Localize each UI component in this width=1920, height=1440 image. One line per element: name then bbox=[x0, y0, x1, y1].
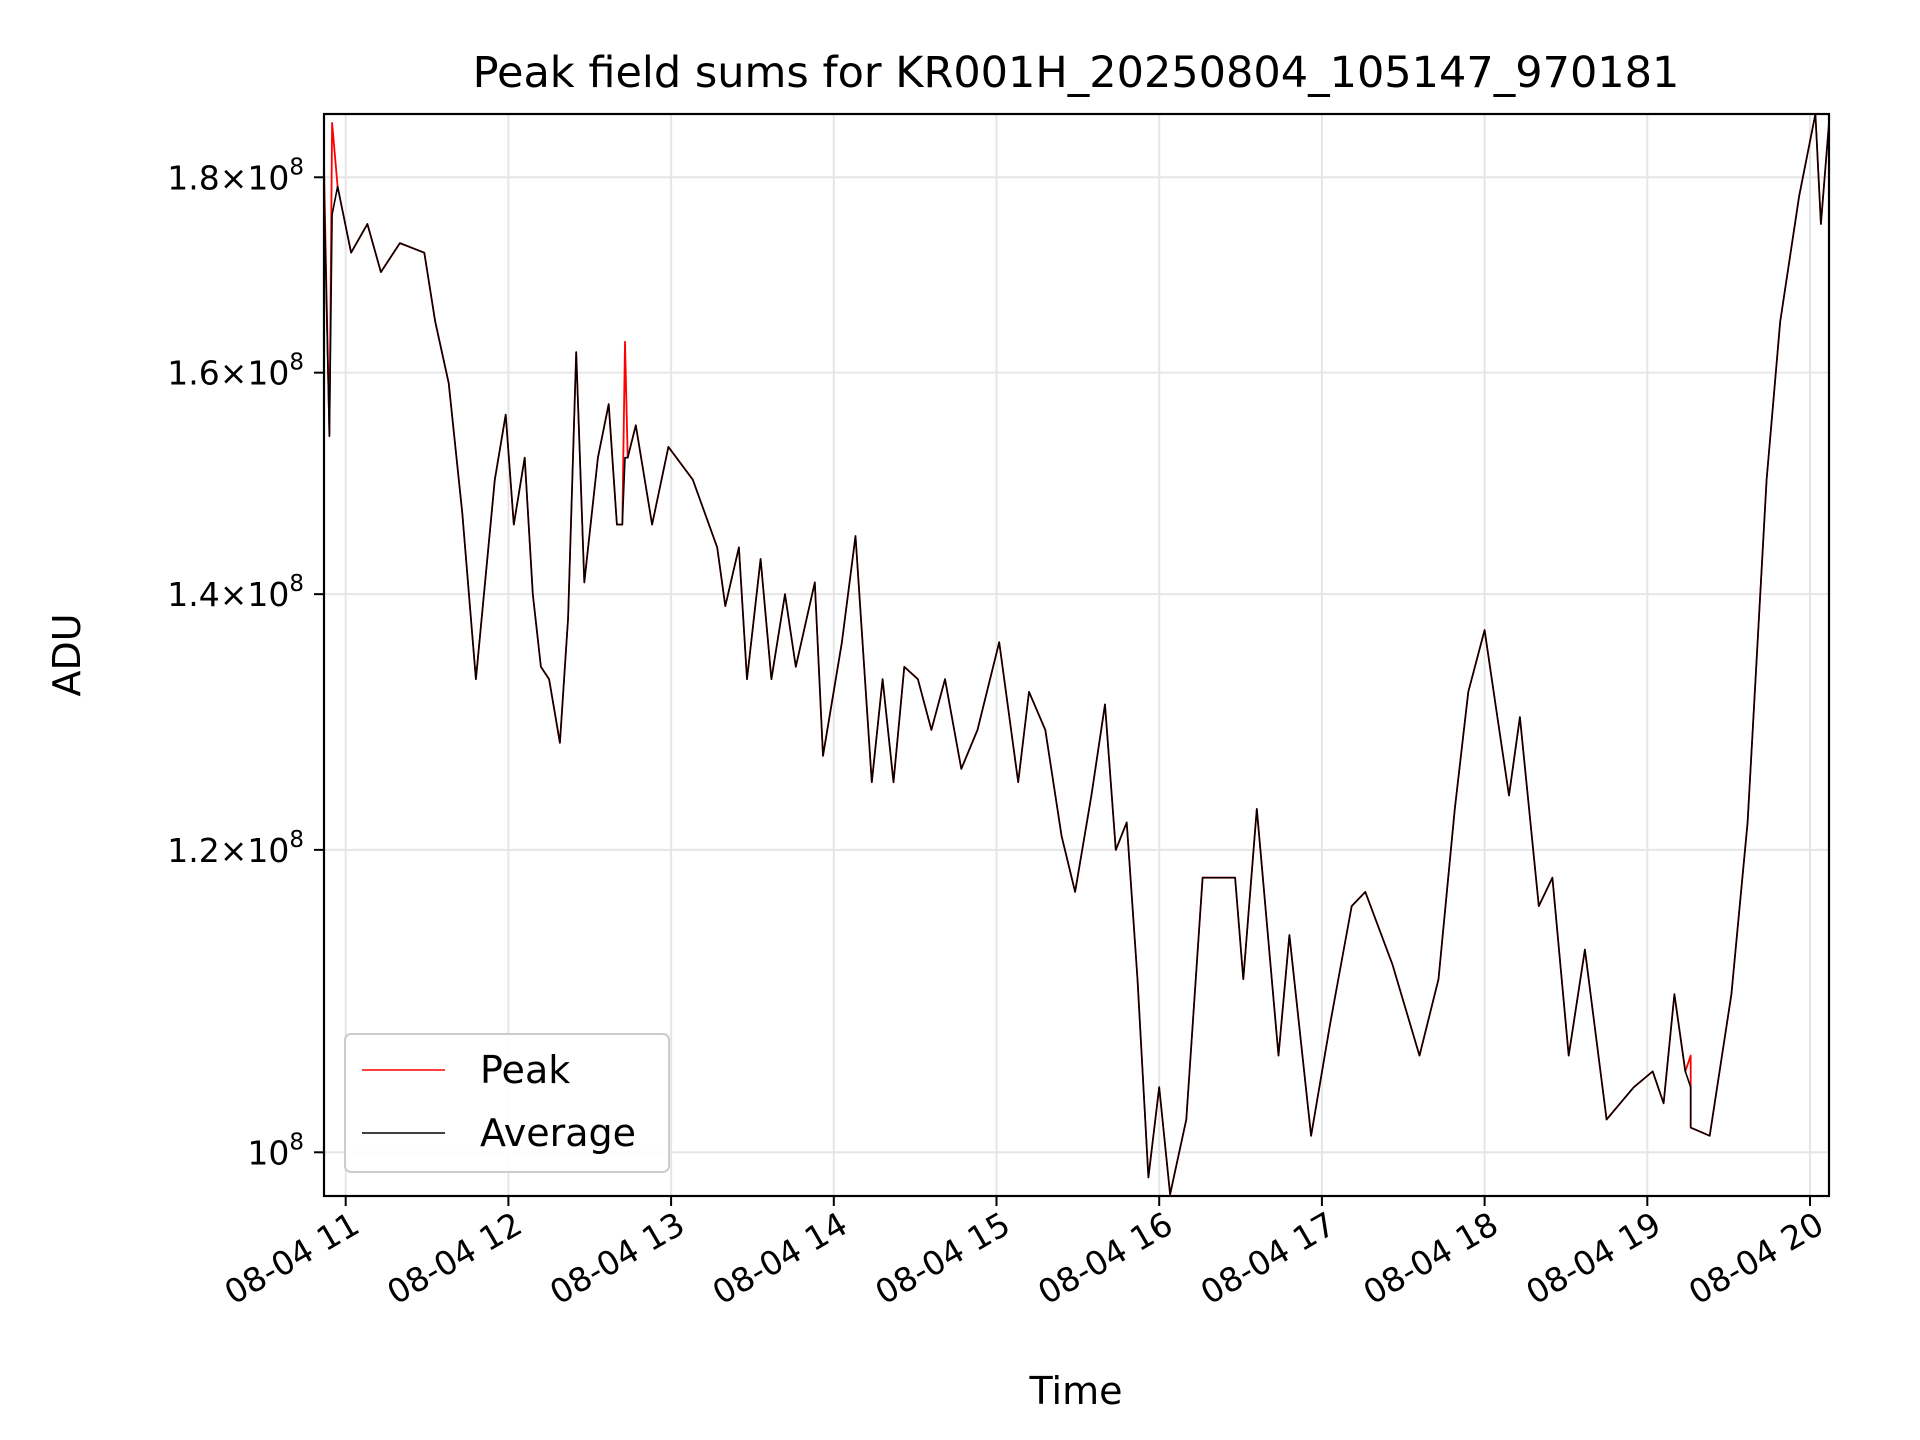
y-tick-label: 1.6×108 bbox=[167, 350, 304, 393]
y-tick-label: 108 bbox=[247, 1129, 304, 1172]
x-axis-label: Time bbox=[1029, 1369, 1123, 1413]
y-tick-label: 1.4×108 bbox=[167, 571, 304, 614]
chart-title: Peak field sums for KR001H_20250804_1051… bbox=[473, 48, 1680, 98]
legend-average-label: Average bbox=[480, 1111, 636, 1155]
y-axis: 108 1.2×108 1.4×108 1.6×108 1.8×108 bbox=[167, 154, 324, 1172]
grid bbox=[324, 114, 1829, 1196]
legend-peak-label: Peak bbox=[480, 1048, 570, 1092]
y-axis-label: ADU bbox=[45, 613, 89, 696]
y-tick-label: 1.8×108 bbox=[167, 154, 304, 197]
y-tick-label: 1.2×108 bbox=[167, 827, 304, 870]
legend: Peak Average bbox=[344, 1033, 670, 1173]
legend-box bbox=[344, 1033, 670, 1173]
series-layer bbox=[323, 113, 1830, 1196]
series-line-average bbox=[323, 113, 1830, 1196]
plot-frame bbox=[322, 112, 1831, 1198]
